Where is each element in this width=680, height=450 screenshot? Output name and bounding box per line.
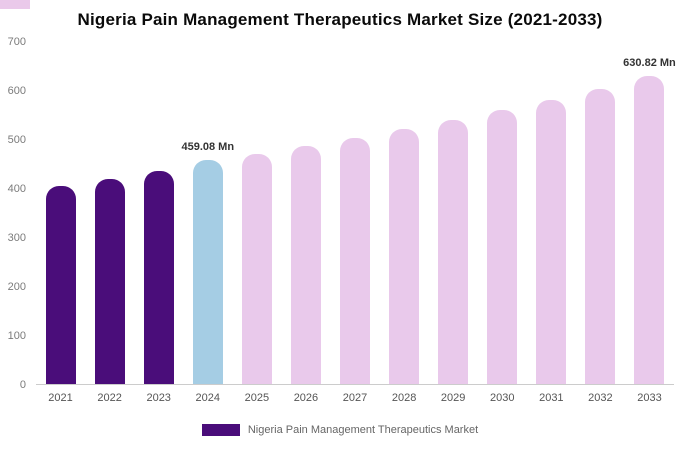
x-tick-label-2022: 2022: [97, 392, 122, 404]
bar-column-2023: [134, 42, 183, 384]
bar-column-2026: [281, 42, 330, 384]
legend-label: Nigeria Pain Management Therapeutics Mar…: [247, 424, 479, 436]
chart-title: Nigeria Pain Management Therapeutics Mar…: [77, 10, 603, 29]
y-tick-label-300: 300: [7, 232, 26, 244]
bar-2029: [438, 120, 469, 384]
bar-column-2032: [576, 42, 625, 384]
x-tick-label-2021: 2021: [48, 392, 73, 404]
x-tick-label-2026: 2026: [293, 392, 319, 404]
bar-column-2031: [527, 42, 576, 384]
y-axis: 0 100 200 300 400 500 600 700: [0, 36, 30, 391]
bar-2026: [290, 146, 321, 384]
bar-value-label-2024: 459.08 Mn: [181, 140, 235, 153]
bar-column-2033: 630.82 Mn: [623, 42, 676, 384]
bar-2027: [340, 138, 370, 384]
x-tick-label-2029: 2029: [440, 392, 466, 404]
bar-column-2030: [478, 42, 527, 384]
x-tick-label-2033: 2033: [637, 392, 662, 404]
x-tick-label-2030: 2030: [490, 392, 515, 404]
bar-2028: [389, 129, 420, 384]
bar-2021: [45, 186, 76, 384]
legend: Nigeria Pain Management Therapeutics Mar…: [0, 424, 680, 436]
bar-column-2025: [232, 42, 281, 384]
y-tick-label-400: 400: [7, 183, 26, 195]
bar-2032: [585, 89, 616, 384]
bar-2033: 630.82 Mn: [623, 57, 676, 384]
x-axis-labels: 2021 2022 2023 2024 2025 2026 2027 2028 2029 2030…: [36, 392, 674, 404]
y-tick-label-200: 200: [7, 281, 26, 293]
bar-2024: 459.08 Mn: [181, 141, 234, 384]
bar-2023: [143, 170, 174, 384]
y-tick-label-0: 0: [19, 379, 26, 391]
legend-swatch: [201, 424, 240, 436]
bar-2025: [241, 153, 272, 384]
x-tick-label-2023: 2023: [146, 392, 171, 404]
x-tick-label-2028: 2028: [391, 392, 417, 404]
plot-area: 459.08 Mn 630.82 Mn: [36, 42, 676, 385]
x-tick-label-2032: 2032: [588, 392, 613, 404]
y-tick-label-100: 100: [7, 330, 26, 342]
x-tick-label-2027: 2027: [342, 392, 368, 404]
bar-column-2027: [330, 42, 379, 384]
y-tick-label-600: 600: [7, 85, 26, 97]
y-tick-label-700: 700: [7, 36, 26, 48]
x-tick-label-2024: 2024: [195, 392, 221, 404]
x-tick-label-2031: 2031: [539, 392, 564, 404]
bar-column-2028: [380, 42, 429, 384]
bar-2030: [487, 110, 518, 384]
y-tick-label-500: 500: [7, 134, 26, 146]
top-left-accent: [0, 0, 30, 9]
x-tick-label-2025: 2025: [244, 392, 270, 404]
bar-column-2021: [36, 42, 85, 384]
bar-value-label-2033: 630.82 Mn: [623, 56, 676, 69]
bar-2022: [94, 178, 125, 384]
bar-2031: [536, 100, 567, 384]
bar-column-2024: 459.08 Mn: [181, 42, 234, 384]
bar-column-2022: [85, 42, 134, 384]
bar-column-2029: [429, 42, 478, 384]
